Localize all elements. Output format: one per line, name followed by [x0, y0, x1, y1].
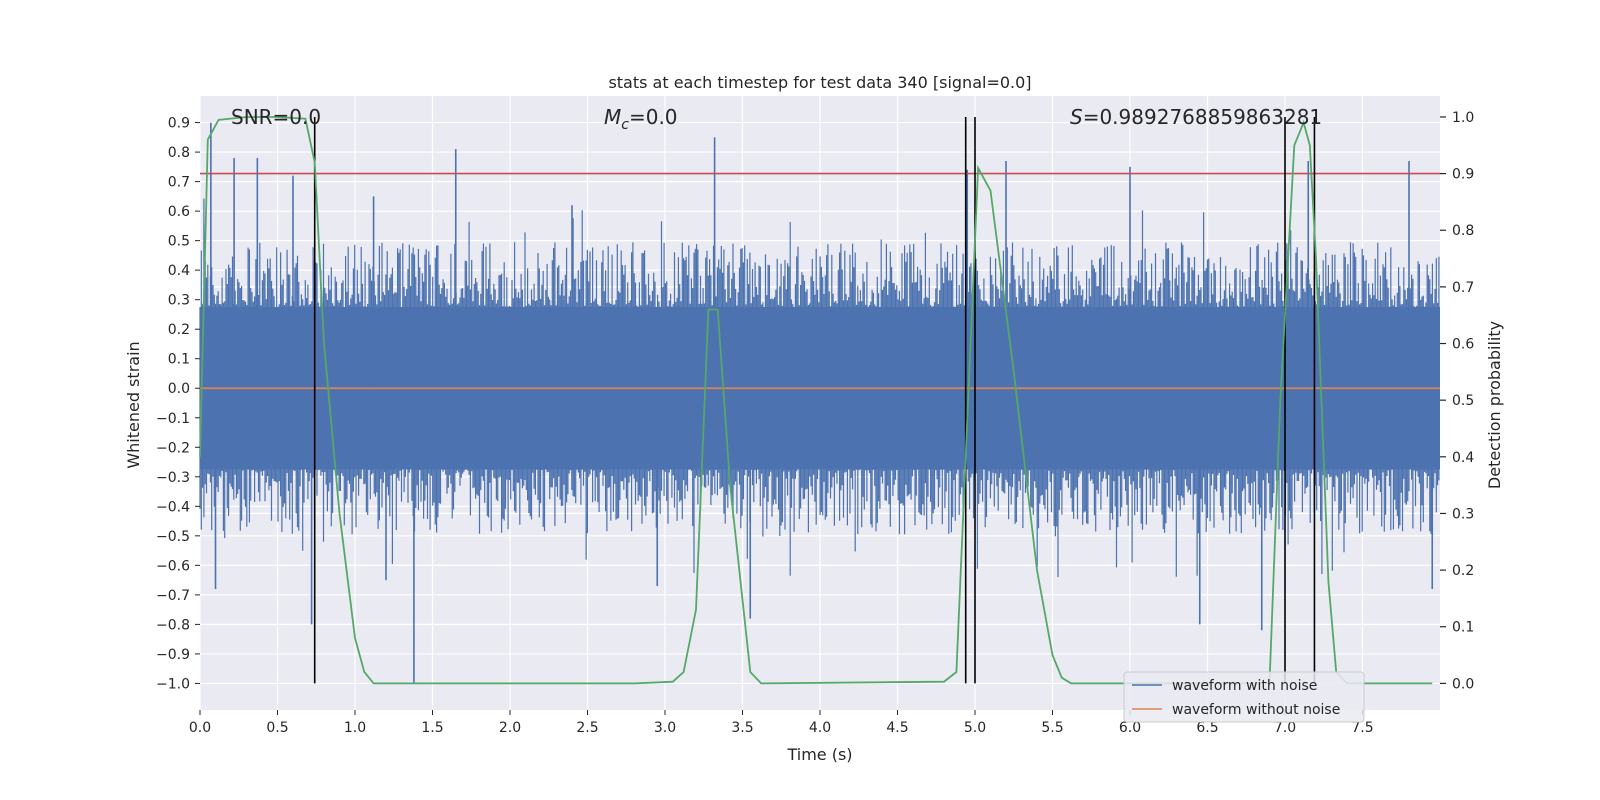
y-tick-label: 0.5: [168, 234, 190, 250]
y-tick-label: 0.0: [168, 381, 190, 397]
x-tick-label: 6.0: [1119, 720, 1141, 736]
x-tick-label: 3.0: [654, 720, 676, 736]
y-tick-label: −0.1: [156, 411, 190, 427]
x-axis-ticks: 0.0 0.5 1.0 1.5 2.0 2.5 3.0 3.5 4.0 4.5 5.0 5.5 6.0 6…: [189, 710, 1374, 736]
chirp-mass-value: =0.0: [629, 105, 678, 129]
y2-tick-label: 0.4: [1452, 450, 1474, 466]
x-tick-label: 1.5: [421, 720, 443, 736]
y-tick-label: 0.6: [168, 204, 190, 220]
y-tick-label: −0.2: [156, 440, 190, 456]
y-tick-label: −0.6: [156, 558, 190, 574]
chirp-mass-symbol: M: [604, 105, 621, 129]
legend-box: [1123, 671, 1365, 723]
y-axis-label: Whitened strain: [124, 341, 143, 468]
y-tick-label: −1.0: [156, 676, 190, 692]
y-tick-label: −0.4: [156, 499, 190, 515]
x-tick-label: 7.5: [1351, 720, 1373, 736]
score-symbol: S: [1070, 105, 1083, 129]
x-tick-label: 0.5: [266, 720, 288, 736]
y2-tick-label: 0.8: [1452, 223, 1474, 239]
chirp-mass-subscript: c: [621, 117, 629, 133]
detection-probability-line: [199, 116, 1433, 685]
x-tick-label: 0.0: [189, 720, 211, 736]
y-tick-label: 0.1: [168, 352, 190, 368]
chart-title: stats at each timestep for test data 340…: [608, 73, 1031, 92]
y-axis-ticks: 0.9 0.8 0.7 0.6 0.5 0.4 0.3 0.2 0.1 0.0 −0.1 −0.2 −0…: [156, 116, 200, 692]
y2-tick-label: 0.7: [1452, 280, 1474, 296]
legend: waveform with noise waveform without noi…: [1123, 671, 1365, 723]
y-tick-label: 0.7: [168, 175, 190, 191]
x-tick-label: 4.0: [809, 720, 831, 736]
x-axis-label: Time (s): [786, 745, 852, 764]
x-tick-label: 1.0: [344, 720, 366, 736]
y2-axis-ticks: 1.0 0.9 0.8 0.7 0.6 0.5 0.4 0.3 0.2 0.1 0.0: [1440, 110, 1474, 692]
boundary-lines: [313, 116, 1316, 684]
y-tick-label: −0.8: [156, 617, 190, 633]
y-tick-label: 0.3: [168, 293, 190, 309]
snr-annotation: SNR=0.0: [231, 105, 321, 129]
y2-tick-label: 0.1: [1452, 620, 1474, 636]
plot-area: [199, 116, 1440, 685]
x-tick-label: 7.0: [1274, 720, 1296, 736]
y-tick-label: 0.8: [168, 145, 190, 161]
y2-tick-label: 1.0: [1452, 110, 1474, 126]
y2-tick-label: 0.3: [1452, 506, 1474, 522]
y2-tick-label: 0.0: [1452, 676, 1474, 692]
y2-tick-label: 0.9: [1452, 167, 1474, 183]
x-tick-label: 5.5: [1041, 720, 1063, 736]
y2-tick-label: 0.2: [1452, 563, 1474, 579]
x-tick-label: 3.5: [731, 720, 753, 736]
y-tick-label: −0.3: [156, 470, 190, 486]
x-tick-label: 4.5: [886, 720, 908, 736]
y2-axis-label: Detection probability: [1485, 321, 1504, 489]
score-annotation: S=0.9892768859863281: [1070, 105, 1322, 129]
y-tick-label: 0.2: [168, 322, 190, 338]
y2-tick-label: 0.6: [1452, 337, 1474, 353]
x-tick-label: 2.0: [499, 720, 521, 736]
y-tick-label: 0.9: [168, 116, 190, 132]
y-tick-label: −0.5: [156, 529, 190, 545]
y-tick-label: −0.9: [156, 647, 190, 663]
legend-clean-label: waveform without noise: [1172, 702, 1340, 718]
x-tick-label: 6.5: [1196, 720, 1218, 736]
score-value: =0.9892768859863281: [1083, 105, 1322, 129]
y-tick-label: −0.7: [156, 588, 190, 604]
x-tick-label: 2.5: [576, 720, 598, 736]
chirp-mass-annotation: Mc=0.0: [604, 105, 678, 133]
legend-noise-label: waveform with noise: [1172, 678, 1317, 694]
x-tick-label: 5.0: [964, 720, 986, 736]
y2-tick-label: 0.5: [1452, 393, 1474, 409]
y-tick-label: 0.4: [168, 263, 190, 279]
